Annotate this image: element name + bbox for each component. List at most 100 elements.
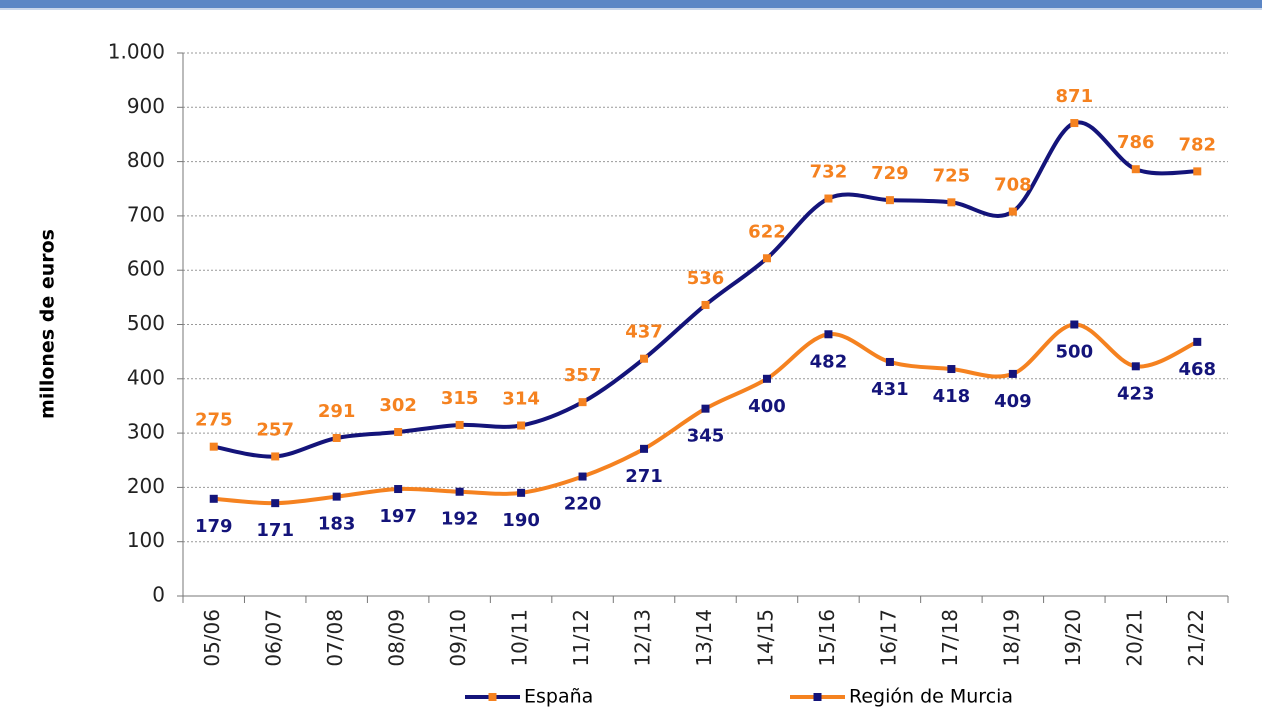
- series-marker: [271, 499, 280, 508]
- data-label: 622: [748, 221, 786, 242]
- x-tick-label: 05/06: [200, 609, 224, 667]
- x-tick-label: 19/20: [1061, 609, 1085, 667]
- y-tick-label: 400: [127, 365, 165, 389]
- x-tick-label: 14/15: [753, 609, 777, 667]
- y-tick-label: 0: [152, 583, 165, 607]
- data-label: 732: [810, 162, 848, 183]
- data-label: 871: [1056, 86, 1094, 107]
- legend-label: Región de Murcia: [849, 686, 1013, 708]
- x-tick-label: 13/14: [692, 609, 716, 667]
- data-label: 423: [1117, 383, 1155, 404]
- series-marker: [517, 421, 526, 430]
- y-axis-label: millones de euros: [37, 229, 59, 419]
- y-tick-label: 300: [127, 420, 165, 444]
- header-strip-shadow: [0, 8, 1262, 10]
- data-label: 179: [195, 516, 233, 537]
- series-marker: [1070, 119, 1079, 128]
- data-label: 708: [994, 175, 1032, 196]
- series-marker: [640, 444, 649, 453]
- data-label: 468: [1178, 359, 1216, 380]
- series-marker: [701, 300, 710, 309]
- data-label: 271: [625, 466, 663, 487]
- y-tick-label: 100: [127, 528, 165, 552]
- series-marker: [209, 494, 218, 503]
- series-marker: [578, 398, 587, 407]
- series-marker: [1070, 320, 1079, 329]
- data-label: 220: [564, 494, 602, 515]
- data-label: 315: [441, 388, 479, 409]
- legend-label: España: [524, 686, 593, 708]
- data-label: 192: [441, 509, 479, 530]
- series-marker: [885, 196, 894, 205]
- x-tick-label: 06/07: [262, 609, 286, 667]
- series-marker: [271, 452, 280, 461]
- data-label: 314: [502, 388, 540, 409]
- series-line: [213, 322, 1199, 506]
- series-marker: [578, 472, 587, 481]
- data-label: 786: [1117, 132, 1155, 153]
- y-tick-label: 200: [127, 474, 165, 498]
- series-marker: [824, 194, 833, 203]
- x-tick-label: 11/12: [569, 609, 593, 667]
- series-marker: [885, 357, 894, 366]
- y-tick-label: 900: [127, 94, 165, 118]
- y-tick-label: 700: [127, 202, 165, 226]
- data-label: 400: [748, 396, 786, 417]
- data-label: 257: [256, 419, 294, 440]
- series-marker: [1131, 165, 1140, 174]
- x-tick-label: 07/08: [323, 609, 347, 667]
- series-marker: [701, 404, 710, 413]
- series-marker: [1008, 369, 1017, 378]
- data-label: 418: [933, 386, 971, 407]
- data-label: 197: [379, 506, 417, 527]
- series-marker: [947, 365, 956, 374]
- data-label: 437: [625, 322, 663, 343]
- data-label: 302: [379, 395, 417, 416]
- data-label: 190: [502, 510, 540, 531]
- series-marker: [209, 442, 218, 451]
- x-tick-label: 12/13: [631, 609, 655, 667]
- x-tick-label: 18/19: [999, 609, 1023, 667]
- x-tick-label: 16/17: [876, 609, 900, 667]
- data-label: 729: [871, 163, 909, 184]
- series-marker: [640, 354, 649, 363]
- data-label: 357: [564, 365, 602, 386]
- data-label: 291: [318, 401, 356, 422]
- series-marker: [1193, 337, 1202, 346]
- data-label: 275: [195, 410, 233, 431]
- series-marker: [762, 254, 771, 263]
- data-label: 482: [810, 351, 848, 372]
- series-marker: [332, 492, 341, 501]
- y-tick-label: 600: [127, 257, 165, 281]
- header-strip: [0, 0, 1262, 8]
- y-tick-label: 1.000: [108, 40, 165, 64]
- series-marker: [762, 374, 771, 383]
- series-marker: [332, 433, 341, 442]
- x-tick-label: 09/10: [446, 609, 470, 667]
- series-marker: [394, 428, 403, 437]
- series-marker: [947, 198, 956, 207]
- data-label: 782: [1178, 134, 1216, 155]
- x-tick-label: 15/16: [815, 609, 839, 667]
- y-tick-label: 800: [127, 148, 165, 172]
- series-marker: [517, 488, 526, 497]
- data-label: 431: [871, 379, 909, 400]
- series-line: [213, 120, 1198, 459]
- x-tick-label: 08/09: [385, 609, 409, 667]
- series-marker: [394, 485, 403, 494]
- x-tick-label: 10/11: [508, 609, 532, 667]
- legend-marker: [813, 693, 822, 701]
- y-tick-label: 500: [127, 311, 165, 335]
- data-label: 345: [687, 426, 725, 447]
- series-marker: [455, 487, 464, 496]
- data-label: 500: [1056, 342, 1094, 363]
- series-marker: [824, 330, 833, 339]
- series-marker: [1008, 207, 1017, 216]
- data-label: 171: [256, 520, 294, 541]
- data-label: 536: [687, 268, 725, 289]
- series-marker: [1193, 167, 1202, 176]
- x-tick-label: 21/22: [1184, 609, 1208, 667]
- series-marker: [455, 420, 464, 429]
- x-tick-label: 17/18: [938, 609, 962, 667]
